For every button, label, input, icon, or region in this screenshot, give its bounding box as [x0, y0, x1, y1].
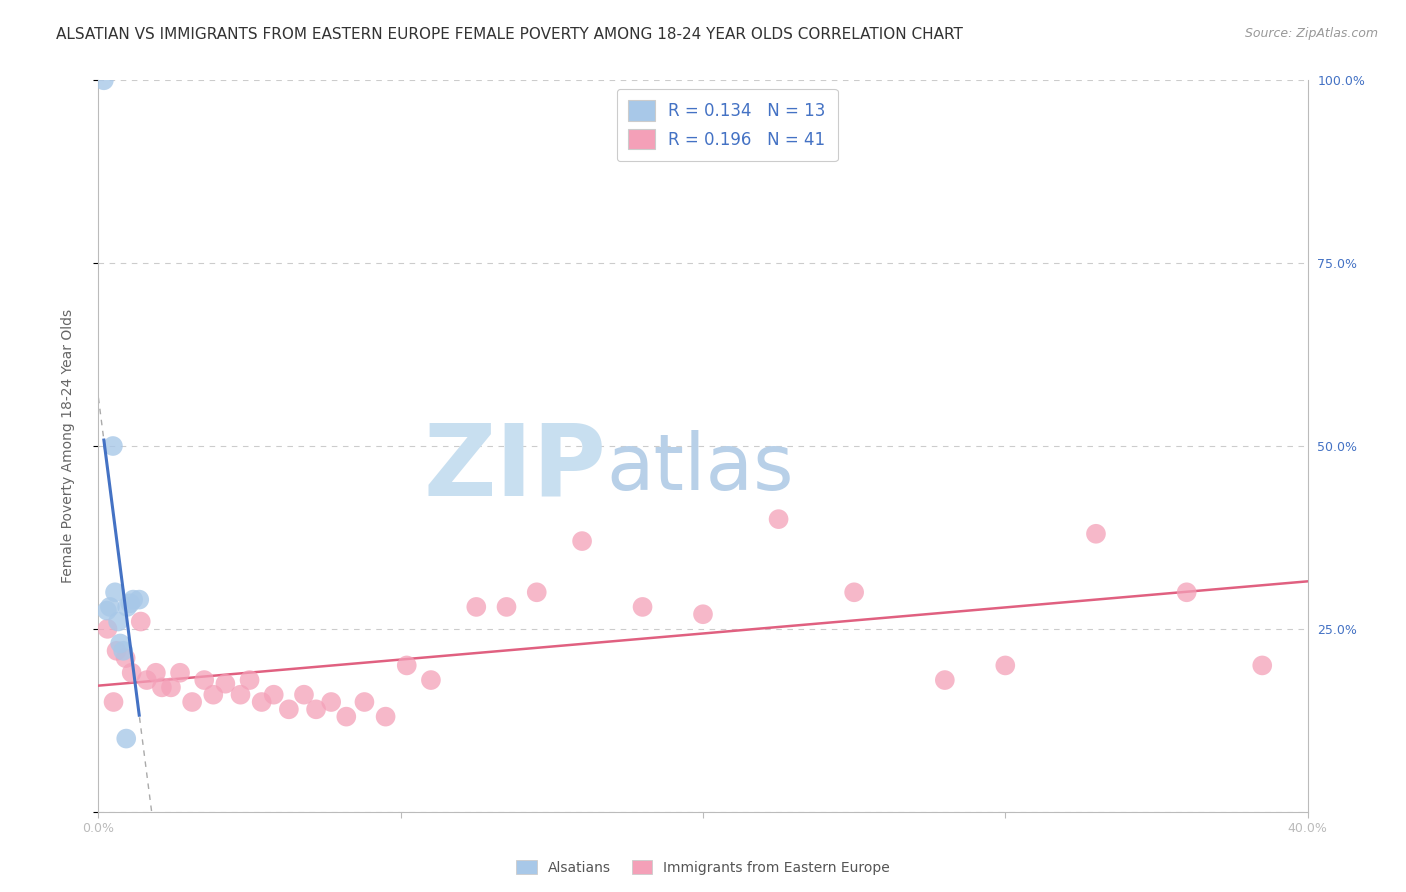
- Point: [135, 673, 157, 687]
- Point: [495, 599, 517, 614]
- Point: [321, 695, 343, 709]
- Point: [374, 709, 396, 723]
- Point: [115, 731, 138, 746]
- Point: [305, 702, 328, 716]
- Point: [96, 622, 118, 636]
- Point: [229, 688, 252, 702]
- Point: [104, 585, 127, 599]
- Point: [129, 615, 152, 629]
- Y-axis label: Female Poverty Among 18-24 Year Olds: Female Poverty Among 18-24 Year Olds: [60, 309, 75, 583]
- Point: [250, 695, 273, 709]
- Point: [1085, 526, 1108, 541]
- Point: [277, 702, 299, 716]
- Point: [193, 673, 215, 687]
- Point: [120, 596, 142, 610]
- Point: [1175, 585, 1198, 599]
- Point: [994, 658, 1017, 673]
- Text: Source: ZipAtlas.com: Source: ZipAtlas.com: [1244, 27, 1378, 40]
- Point: [934, 673, 956, 687]
- Point: [122, 592, 145, 607]
- Point: [465, 599, 488, 614]
- Legend: R = 0.134   N = 13, R = 0.196   N = 41: R = 0.134 N = 13, R = 0.196 N = 41: [617, 88, 838, 161]
- Point: [93, 73, 115, 87]
- Point: [420, 673, 443, 687]
- Point: [103, 695, 125, 709]
- Point: [335, 709, 357, 723]
- Text: atlas: atlas: [606, 430, 794, 506]
- Point: [160, 681, 183, 695]
- Point: [768, 512, 790, 526]
- Legend: Alsatians, Immigrants from Eastern Europe: Alsatians, Immigrants from Eastern Europ…: [510, 855, 896, 880]
- Point: [844, 585, 866, 599]
- Point: [112, 644, 135, 658]
- Point: [115, 599, 138, 614]
- Point: [128, 592, 150, 607]
- Point: [1251, 658, 1274, 673]
- Point: [105, 644, 128, 658]
- Point: [395, 658, 418, 673]
- Text: ZIP: ZIP: [423, 419, 606, 516]
- Point: [214, 676, 236, 690]
- Point: [107, 615, 129, 629]
- Point: [114, 651, 136, 665]
- Point: [108, 636, 131, 650]
- Point: [98, 599, 121, 614]
- Point: [96, 603, 118, 617]
- Point: [202, 688, 225, 702]
- Point: [145, 665, 167, 680]
- Point: [239, 673, 262, 687]
- Point: [526, 585, 548, 599]
- Point: [169, 665, 191, 680]
- Point: [692, 607, 714, 622]
- Text: ALSATIAN VS IMMIGRANTS FROM EASTERN EUROPE FEMALE POVERTY AMONG 18-24 YEAR OLDS : ALSATIAN VS IMMIGRANTS FROM EASTERN EURO…: [56, 27, 963, 42]
- Point: [292, 688, 315, 702]
- Point: [181, 695, 204, 709]
- Point: [631, 599, 654, 614]
- Point: [263, 688, 285, 702]
- Point: [353, 695, 375, 709]
- Point: [121, 665, 143, 680]
- Point: [571, 534, 593, 549]
- Point: [150, 681, 173, 695]
- Point: [101, 439, 124, 453]
